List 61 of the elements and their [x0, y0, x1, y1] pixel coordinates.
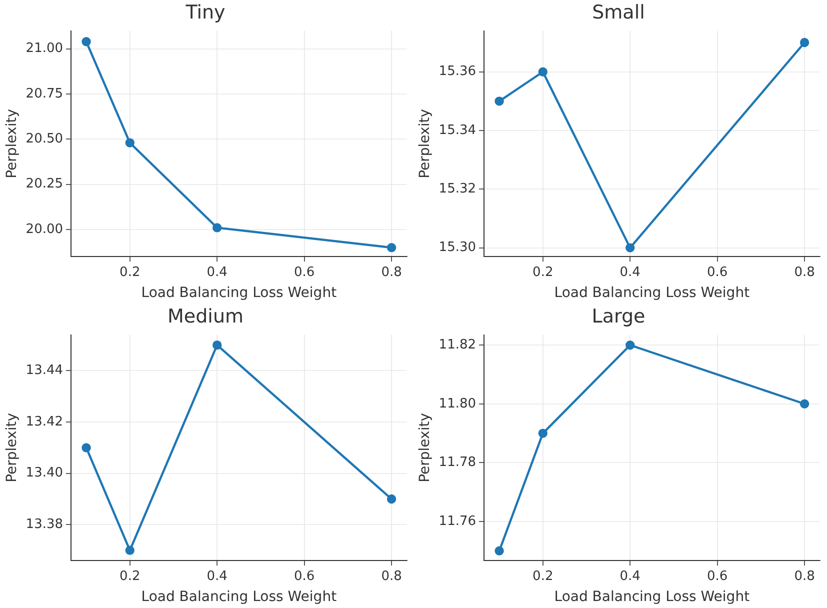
- y-tick-label: 13.40: [26, 466, 64, 481]
- x-tick-label: 0.8: [381, 264, 402, 280]
- x-tick-label: 0.8: [794, 264, 815, 280]
- chart-title: Large: [592, 305, 646, 328]
- y-tick-label: 20.00: [26, 222, 64, 237]
- x-tick-label: 0.4: [206, 264, 228, 280]
- y-tick-label: 11.76: [438, 514, 476, 529]
- point: [800, 399, 810, 408]
- point: [626, 243, 635, 252]
- point: [494, 96, 504, 106]
- x-tick-label: 0.8: [794, 568, 815, 584]
- y-axis-title: Perplexity: [4, 412, 20, 482]
- y-tick-label: 13.42: [26, 414, 64, 430]
- y-tick-label: 13.44: [26, 363, 64, 378]
- point: [212, 340, 222, 350]
- point: [82, 443, 91, 452]
- y-axis-title: Perplexity: [417, 108, 434, 178]
- x-axis-title: Load Balancing Loss Weight: [141, 589, 338, 606]
- y-tick-label: 15.32: [438, 182, 476, 197]
- x-axis-title: Load Balancing Loss Weight: [554, 285, 750, 302]
- x-tick-label: 0.6: [294, 264, 315, 280]
- x-axis-title: Load Balancing Loss Weight: [141, 285, 338, 302]
- x-tick-label: 0.6: [706, 568, 728, 584]
- y-tick-label: 11.80: [438, 396, 476, 412]
- point: [386, 494, 396, 504]
- x-tick-label: 0.4: [620, 264, 640, 280]
- y-axis-title: Perplexity: [4, 108, 20, 178]
- chart-title: Small: [592, 1, 645, 24]
- y-tick-label: 11.78: [438, 455, 476, 470]
- point: [538, 428, 548, 438]
- x-tick-label: 0.2: [120, 568, 140, 584]
- y-tick-label: 11.82: [438, 337, 476, 352]
- chart-title: Tiny: [184, 1, 226, 24]
- point: [386, 242, 396, 252]
- point: [494, 546, 504, 556]
- x-tick-label: 0.2: [120, 264, 140, 280]
- y-tick-label: 20.25: [26, 176, 64, 192]
- x-tick-label: 0.6: [706, 264, 728, 280]
- y-tick-label: 15.34: [438, 122, 476, 138]
- x-tick-label: 0.8: [381, 568, 402, 584]
- y-axis-title: Perplexity: [417, 412, 434, 482]
- x-tick-label: 0.4: [620, 568, 640, 584]
- point: [538, 67, 548, 76]
- y-tick-label: 20.75: [26, 86, 64, 102]
- point: [800, 38, 810, 48]
- point: [125, 138, 134, 148]
- x-axis-title: Load Balancing Loss Weight: [554, 589, 750, 606]
- point: [125, 546, 134, 555]
- x-tick-label: 0.2: [532, 568, 554, 584]
- chart-title: Medium: [168, 305, 244, 328]
- point: [82, 37, 91, 46]
- x-tick-label: 0.6: [294, 568, 315, 584]
- x-tick-label: 0.4: [206, 568, 228, 584]
- point: [626, 340, 635, 350]
- y-tick-label: 21.00: [26, 41, 64, 56]
- y-tick-label: 20.50: [26, 132, 64, 147]
- y-tick-label: 15.30: [438, 240, 476, 256]
- x-tick-label: 0.2: [532, 264, 554, 280]
- point: [212, 223, 222, 232]
- y-tick-label: 13.38: [26, 517, 64, 532]
- y-tick-label: 15.36: [438, 64, 476, 80]
